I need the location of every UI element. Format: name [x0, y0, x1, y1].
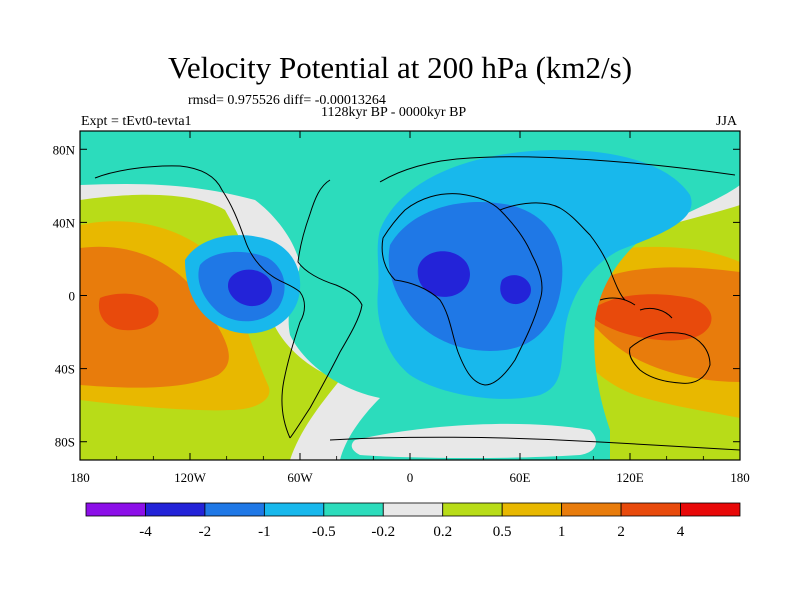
- contour-field: [80, 131, 740, 460]
- colorbar-label: -1: [258, 524, 271, 540]
- contour-pacific-2: [98, 293, 159, 331]
- antarctica-coast: [329, 436, 740, 451]
- colorbar-swatch: [85, 502, 146, 517]
- colorbar-swatch: [204, 502, 265, 517]
- colorbar-swatch: [561, 502, 622, 517]
- americas-east-coast: [289, 179, 363, 439]
- eurasia-north-coast: [379, 156, 736, 183]
- x-tick-label: 120E: [616, 470, 644, 485]
- colorbar-label: -0.2: [371, 524, 395, 540]
- chart-title: Velocity Potential at 200 hPa (km2/s): [167, 50, 633, 85]
- colorbar-label: -4: [139, 524, 152, 540]
- y-tick-label: 40S: [55, 362, 75, 377]
- asia-south-coast: [499, 202, 626, 301]
- season-label: JJA: [716, 114, 738, 129]
- y-tick-label: 0: [69, 289, 76, 304]
- x-tick-label: 60W: [287, 470, 313, 485]
- x-tick-label: 60E: [510, 470, 531, 485]
- colorbar-swatch: [263, 502, 325, 517]
- y-tick-label: 80N: [53, 142, 76, 157]
- y-tick-label: 80S: [55, 435, 75, 450]
- x-tick-label: 180: [70, 470, 90, 485]
- x-tick-label: 0: [407, 470, 414, 485]
- americas-west-coast: [94, 165, 305, 439]
- colorbar-label: -0.5: [312, 524, 336, 540]
- colorbar-label: 0.5: [493, 524, 512, 540]
- y-tick-label: 40N: [53, 215, 76, 230]
- colorbar-swatch: [501, 502, 563, 517]
- maritime-islands: [599, 297, 673, 319]
- contour-eastafrica-2: [500, 275, 531, 305]
- colorbar-label: 0.2: [433, 524, 452, 540]
- contour-africa-2: [417, 251, 470, 297]
- colorbar-label: 2: [617, 524, 625, 540]
- x-tick-label: 180: [730, 470, 750, 485]
- x-tick-label: 120W: [174, 470, 207, 485]
- colorbar-swatch: [323, 502, 384, 517]
- colorbar-swatch: [680, 502, 741, 517]
- contour-centralamerica-2: [228, 269, 273, 307]
- colorbar-swatch: [442, 502, 503, 517]
- period-text: 1128kyr BP - 0000kyr BP: [321, 105, 467, 120]
- experiment-label: Expt = tEvt0-tevta1: [81, 114, 192, 129]
- colorbar-label: 4: [677, 524, 685, 540]
- contour-neg-1: [388, 201, 563, 351]
- colorbar: -4 -2 -1 -0.5 -0.2 0.2 0.5 1 2 4: [85, 502, 741, 540]
- africa-coast: [381, 193, 543, 386]
- stats-text: rmsd= 0.975526 diff= -0.00013264: [188, 93, 386, 108]
- colorbar-label: 1: [558, 524, 566, 540]
- coastlines: [94, 156, 740, 451]
- colorbar-swatch: [382, 502, 444, 517]
- colorbar-label: -2: [199, 524, 212, 540]
- contour-south-neutral: [351, 423, 596, 459]
- colorbar-swatch: [620, 502, 681, 517]
- contour-indopacific-2: [591, 294, 712, 341]
- axes: 180 120W 60W 0 60E 120E 180 80N 40N 0 40S 80S: [53, 131, 750, 485]
- colorbar-swatch: [145, 502, 206, 517]
- australia-coast: [629, 332, 711, 384]
